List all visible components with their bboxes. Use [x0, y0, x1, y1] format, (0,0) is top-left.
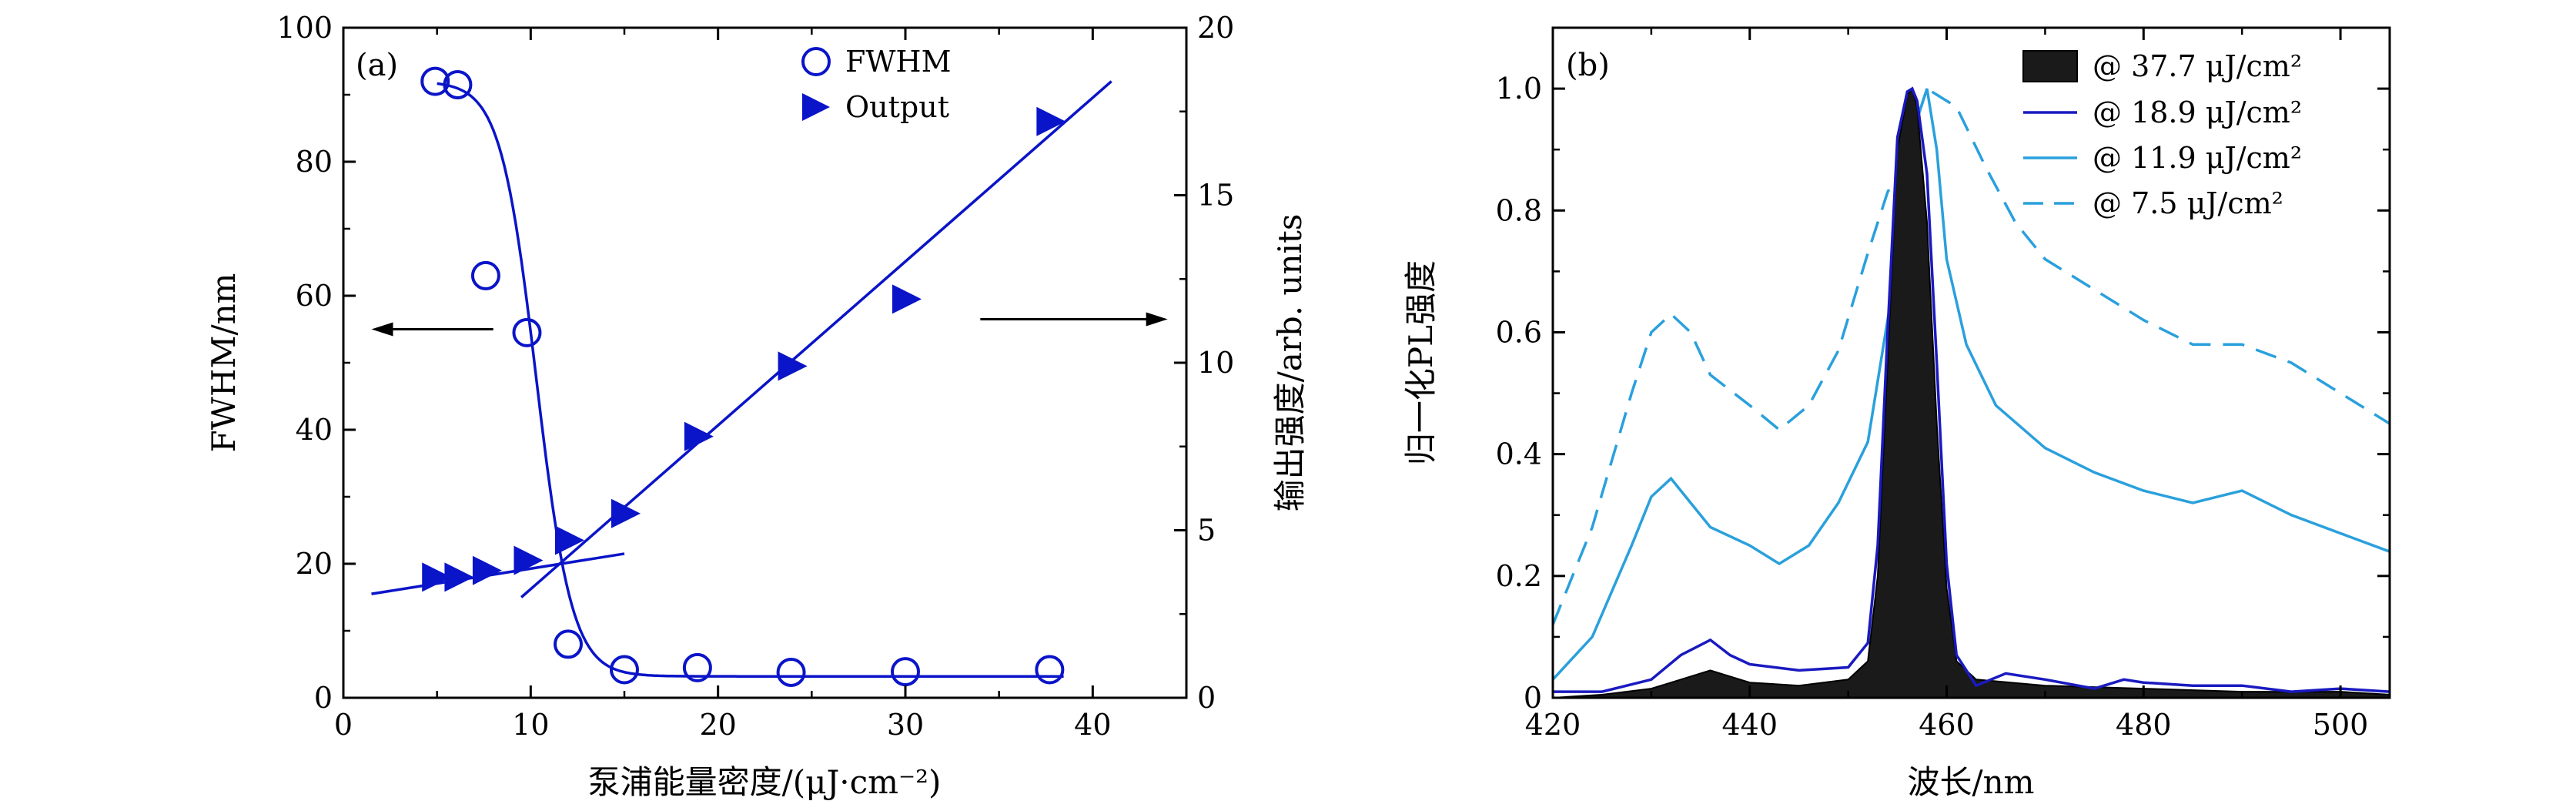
a-y-tick-label: 40	[296, 413, 333, 447]
series-1-line	[1553, 86, 2390, 693]
fwhm-point	[610, 655, 639, 685]
b-y-tick-label: 0.8	[1496, 193, 1542, 227]
legend-fwhm-label: FWHM	[845, 45, 951, 79]
legend-series-label: @ 7.5 μJ/cm²	[2093, 186, 2283, 220]
output-point	[472, 555, 502, 585]
a-x-tick-label: 30	[887, 708, 924, 742]
arrow-head	[371, 322, 393, 337]
panel-a-label: (a)	[356, 48, 398, 83]
b-y-tick-label: 0.2	[1496, 559, 1542, 593]
a-y2-tick-label: 10	[1197, 346, 1234, 380]
fwhm-point	[443, 69, 473, 99]
a-y-tick-label: 100	[276, 11, 333, 45]
legend-output-marker	[802, 93, 830, 121]
a-x-tick-label: 0	[334, 708, 353, 742]
a-y-tick-label: 60	[296, 279, 333, 313]
output-point	[444, 562, 474, 592]
output-point	[778, 351, 808, 381]
panel-a-markers	[420, 66, 1066, 687]
legend-swatch-filled	[2022, 50, 2078, 82]
a-y2-tick-label: 15	[1197, 179, 1234, 213]
a-x-tick-label: 40	[1074, 708, 1111, 742]
output-point	[611, 498, 641, 528]
panel-b-series	[1551, 86, 2390, 699]
fwhm-fit-curve	[437, 82, 1064, 678]
fwhm-point	[554, 629, 583, 659]
b-x-tick-label: 420	[1525, 708, 1581, 742]
series-2-line	[1551, 88, 2390, 681]
fwhm-point	[891, 657, 920, 687]
a-y2-tick-label: 0	[1197, 681, 1216, 715]
b-y-tick-label: 0	[1524, 681, 1542, 715]
panel-b-y-axis-label: 归一化PL强度	[1402, 260, 1440, 465]
arrow-head	[1146, 312, 1168, 327]
fwhm-point	[470, 260, 500, 290]
output-point	[892, 284, 922, 314]
panel-b-x-axis-label: 波长/nm	[1907, 763, 2034, 801]
panel-a-y-axis-label: FWHM/nm	[205, 273, 243, 453]
a-x-tick-label: 10	[512, 708, 549, 742]
panel-a-arrows	[371, 312, 1168, 337]
panel-a-frame	[342, 26, 1188, 699]
a-x-tick-label: 20	[699, 708, 736, 742]
a-y-tick-label: 80	[296, 145, 333, 179]
a-y2-tick-label: 5	[1197, 514, 1216, 548]
output-point	[514, 545, 544, 575]
panel-a-ticks: 0 10 20 30 40 0 20 40 60 80 100 0 5 10 15 20	[276, 11, 1234, 742]
a-y2-tick-label: 20	[1197, 11, 1234, 45]
b-x-tick-label: 480	[2116, 708, 2172, 742]
panel-b-ticks: 420 440 460 480 500 0 0.2 0.4 0.6 0.8 1.0	[1496, 26, 2390, 742]
b-x-tick-label: 440	[1721, 708, 1778, 742]
output-point	[684, 421, 714, 451]
panel-b: 420 440 460 480 500 0 0.2 0.4 0.6 0.8 1.0 (b) 波长/n…	[1402, 26, 2391, 801]
panel-b-label: (b)	[1566, 48, 1610, 83]
b-x-tick-label: 460	[1919, 708, 1975, 742]
output-point	[1036, 106, 1066, 136]
legend-series-label: @ 11.9 μJ/cm²	[2093, 141, 2302, 175]
fwhm-point	[512, 317, 542, 347]
legend-series-label: @ 18.9 μJ/cm²	[2093, 96, 2302, 129]
series-0-area	[1552, 86, 2390, 699]
b-y-tick-label: 1.0	[1496, 72, 1542, 106]
panel-b-frame	[1551, 26, 2391, 699]
legend-output-label: Output	[845, 90, 949, 124]
output-point	[422, 562, 452, 592]
legend-series-label: @ 37.7 μJ/cm²	[2093, 49, 2302, 83]
output-point	[555, 525, 584, 555]
b-y-tick-label: 0.6	[1496, 315, 1542, 349]
b-y-tick-label: 0.4	[1496, 437, 1542, 471]
panel-a-x-axis-label: 泵浦能量密度/(μJ·cm⁻²)	[588, 763, 942, 801]
legend-fwhm-marker	[801, 47, 831, 76]
panel-a-fit-lines	[371, 80, 1112, 678]
a-y-tick-label: 20	[296, 547, 333, 581]
a-y-tick-label: 0	[314, 681, 333, 715]
output-fit-low	[371, 552, 625, 595]
panel-b-legend: @ 37.7 μJ/cm² @ 18.9 μJ/cm² @ 11.9 μJ/cm² @…	[2022, 49, 2302, 220]
output-fit-high	[520, 80, 1112, 598]
panel-a: 0 10 20 30 40 0 20 40 60 80 100 0 5 10 15 20 (a) 泵浦能量密度…	[205, 11, 1309, 801]
fwhm-point	[682, 652, 712, 682]
panel-a-y2-axis-label: 输出强度/arb. units	[1271, 214, 1309, 512]
b-x-tick-label: 500	[2313, 708, 2369, 742]
panel-a-legend: FWHM Output	[801, 45, 951, 124]
fwhm-point	[420, 66, 450, 96]
fwhm-point	[1035, 655, 1065, 685]
fwhm-point	[776, 657, 806, 687]
